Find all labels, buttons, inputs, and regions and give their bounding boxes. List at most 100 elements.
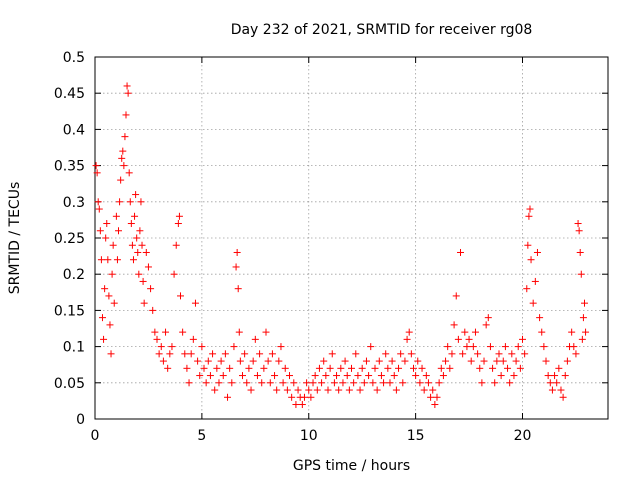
data-point xyxy=(179,328,187,336)
data-point xyxy=(204,357,212,365)
data-point xyxy=(433,393,441,401)
data-point xyxy=(582,328,590,336)
data-point xyxy=(101,285,109,293)
data-point xyxy=(133,234,141,242)
data-point xyxy=(345,386,353,394)
data-point xyxy=(341,357,349,365)
data-point xyxy=(526,205,534,213)
data-point xyxy=(516,364,524,372)
data-point xyxy=(348,364,355,372)
data-point xyxy=(94,198,102,206)
data-point xyxy=(527,256,535,264)
data-point xyxy=(354,372,362,380)
data-point xyxy=(128,241,136,249)
data-point xyxy=(395,364,403,372)
data-point xyxy=(313,386,321,394)
data-point xyxy=(153,335,161,343)
data-point xyxy=(416,379,424,387)
data-point xyxy=(209,350,217,358)
data-point xyxy=(352,350,360,358)
y-tick-label: 0.4 xyxy=(63,122,85,138)
data-point xyxy=(369,379,377,387)
data-point xyxy=(159,357,167,365)
data-point xyxy=(97,256,105,264)
data-point xyxy=(139,277,147,285)
data-point xyxy=(279,379,287,387)
data-point xyxy=(486,343,494,351)
data-point xyxy=(149,306,157,314)
data-point xyxy=(202,379,210,387)
data-point xyxy=(512,357,520,365)
y-tick-label: 0.15 xyxy=(54,303,85,319)
data-point xyxy=(555,364,563,372)
x-axis-label: GPS time / hours xyxy=(293,458,410,474)
data-point xyxy=(132,191,140,199)
data-point xyxy=(380,379,388,387)
data-point xyxy=(253,372,261,380)
data-point xyxy=(452,292,460,300)
data-point xyxy=(467,357,475,365)
data-point xyxy=(249,357,257,365)
data-point xyxy=(131,212,139,220)
data-point xyxy=(407,350,415,358)
data-point xyxy=(448,350,456,358)
data-point xyxy=(224,393,232,401)
data-point xyxy=(386,379,394,387)
data-point xyxy=(397,350,405,358)
data-point xyxy=(120,162,128,170)
data-point xyxy=(514,343,522,351)
data-point xyxy=(256,350,264,358)
data-point xyxy=(271,372,279,380)
data-point xyxy=(108,270,116,278)
data-point xyxy=(305,386,313,394)
data-point xyxy=(365,372,373,380)
data-point xyxy=(335,386,343,394)
data-point xyxy=(367,343,375,351)
data-points xyxy=(92,82,590,409)
data-point xyxy=(459,350,467,358)
data-point xyxy=(189,335,197,343)
data-point xyxy=(105,292,113,300)
y-tick-label: 0.25 xyxy=(54,231,85,247)
data-point xyxy=(292,401,300,409)
data-point xyxy=(273,386,281,394)
data-point xyxy=(322,372,330,380)
data-point xyxy=(546,379,554,387)
data-point xyxy=(260,364,268,372)
data-point xyxy=(286,372,294,380)
data-point xyxy=(266,379,274,387)
data-point xyxy=(491,379,499,387)
data-point xyxy=(303,379,311,387)
data-point xyxy=(191,299,199,307)
data-point xyxy=(241,350,249,358)
data-point xyxy=(390,372,398,380)
data-point xyxy=(427,393,435,401)
data-point xyxy=(568,328,576,336)
data-point xyxy=(350,379,358,387)
data-point xyxy=(113,256,121,264)
data-point xyxy=(533,248,541,256)
data-point xyxy=(540,343,548,351)
data-point xyxy=(578,335,586,343)
data-point xyxy=(559,393,567,401)
data-point xyxy=(360,379,368,387)
data-point xyxy=(232,263,240,271)
data-point xyxy=(103,220,111,228)
data-point xyxy=(123,82,131,90)
data-point xyxy=(574,220,582,228)
data-point xyxy=(450,321,458,329)
data-point xyxy=(333,372,341,380)
grid-layer xyxy=(95,57,608,419)
data-point xyxy=(215,379,223,387)
data-point xyxy=(461,328,469,336)
data-point xyxy=(281,364,289,372)
chart-title: Day 232 of 2021, SRMTID for receiver rg0… xyxy=(231,22,533,38)
data-point xyxy=(318,379,326,387)
data-point xyxy=(373,386,381,394)
data-point xyxy=(576,248,584,256)
data-point xyxy=(375,357,383,365)
data-point xyxy=(362,357,370,365)
data-point xyxy=(377,372,385,380)
